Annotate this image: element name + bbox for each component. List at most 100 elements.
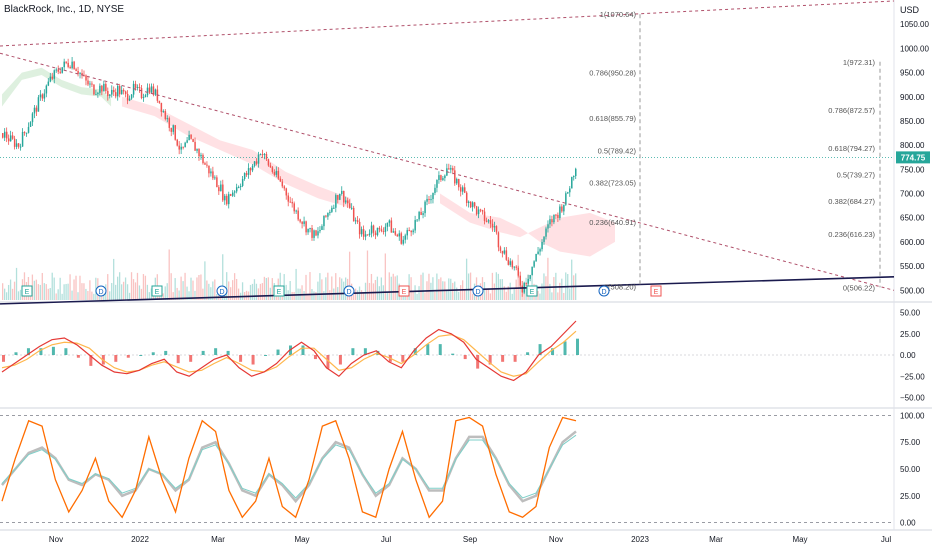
macd-histogram-bar [551,348,555,355]
candle-body [327,213,329,217]
candle-body [465,192,468,203]
macd-histogram-bar [251,355,255,365]
x-tick-label: 2022 [131,535,149,544]
x-tick-label: Mar [211,535,225,544]
volume-bar [317,281,319,300]
macd-histogram-bar [476,355,480,369]
candle-body [136,86,139,88]
candle-body [115,92,117,97]
candle-body [180,146,182,150]
candle-body [73,61,75,70]
price-tick-label: 1050.00 [900,20,929,29]
candle-body [388,220,391,223]
candle-body [55,69,58,71]
volume-bar [515,279,517,300]
macd-tick-label: 0.00 [900,351,916,360]
ichimoku-cloud-bear [121,96,351,209]
macd-histogram-bar [426,344,430,355]
candle-body [178,145,180,150]
volume-bar [190,277,192,300]
volume-bar [456,287,458,300]
event-marker-label: D [98,289,103,296]
price-tick-label: 800.00 [900,141,925,150]
volume-bar [493,283,496,300]
upper-trendline [0,0,895,47]
candle-body [527,278,529,284]
volume-bar [184,272,186,300]
candle-body [458,179,460,188]
volume-bar [569,288,571,300]
x-tick-label: Jul [381,535,391,544]
volume-bar [525,277,527,300]
volume-bar [115,284,117,300]
candle-body [128,98,131,101]
candle-body [543,236,545,242]
macd-tick-label: −25.00 [900,372,925,381]
macd-histogram-bar [301,345,305,355]
volume-bar [392,273,394,300]
volume-bar [352,290,355,300]
event-marker-label: E [25,289,30,296]
candle-body [39,94,42,98]
candle-body [7,138,10,142]
candle-body [295,210,297,212]
macd-histogram-bar [513,355,517,362]
volume-bar [124,277,127,300]
macd-histogram-bar [114,355,118,362]
volume-bar [505,291,507,300]
volume-bar [489,293,492,300]
volume-bar [7,284,10,300]
volume-bar [446,290,448,300]
chart-title: BlackRock, Inc., 1D, NYSE [4,4,125,15]
fib-label-left: 0.5(789.42) [598,146,637,155]
candle-body [105,83,107,91]
earnings-marker [526,285,538,297]
volume-bar [275,293,277,300]
candle-body [87,80,89,85]
candle-body [263,153,266,155]
fib-label-left: 1(1070.64) [600,10,637,19]
candle-body [118,86,121,95]
candle-body [547,224,549,229]
macd-histogram-bar [89,355,93,366]
candle-body [386,222,389,227]
earnings-marker [650,285,662,297]
macd-histogram-bar [526,352,530,355]
volume-bar [85,288,87,300]
volume-bar [303,291,305,300]
candle-body [146,87,149,96]
candle-body [65,61,67,63]
stoch-d-line [1,430,577,504]
volume-bar [144,275,147,300]
volume-bar [120,284,123,300]
candle-body [503,250,506,254]
macd-histogram-bar [176,355,180,364]
candle-body [85,75,87,81]
candle-body [467,201,470,203]
volume-bar [370,273,373,300]
macd-histogram-bar [264,355,268,356]
volume-bar [200,274,202,300]
candle-body [162,111,165,113]
candle-body [208,165,210,174]
volume-bar [285,284,287,300]
candle-body [243,173,246,179]
volume-bar [372,283,375,300]
volume-bar [271,278,273,300]
volume-bar [93,293,95,300]
candle-body [206,164,208,166]
candle-body [75,69,77,72]
candle-body [368,233,371,235]
volume-bar [237,288,240,300]
candle-body [378,227,381,230]
candle-body [247,168,250,175]
stoch-tick-label: 25.00 [900,492,921,501]
volume-bar [148,292,151,300]
candle-body [499,247,502,251]
candle-body [33,107,36,114]
volume-bar [513,288,515,300]
volume-bar [89,280,91,300]
volume-bar [364,282,367,300]
candle-body [95,94,97,96]
